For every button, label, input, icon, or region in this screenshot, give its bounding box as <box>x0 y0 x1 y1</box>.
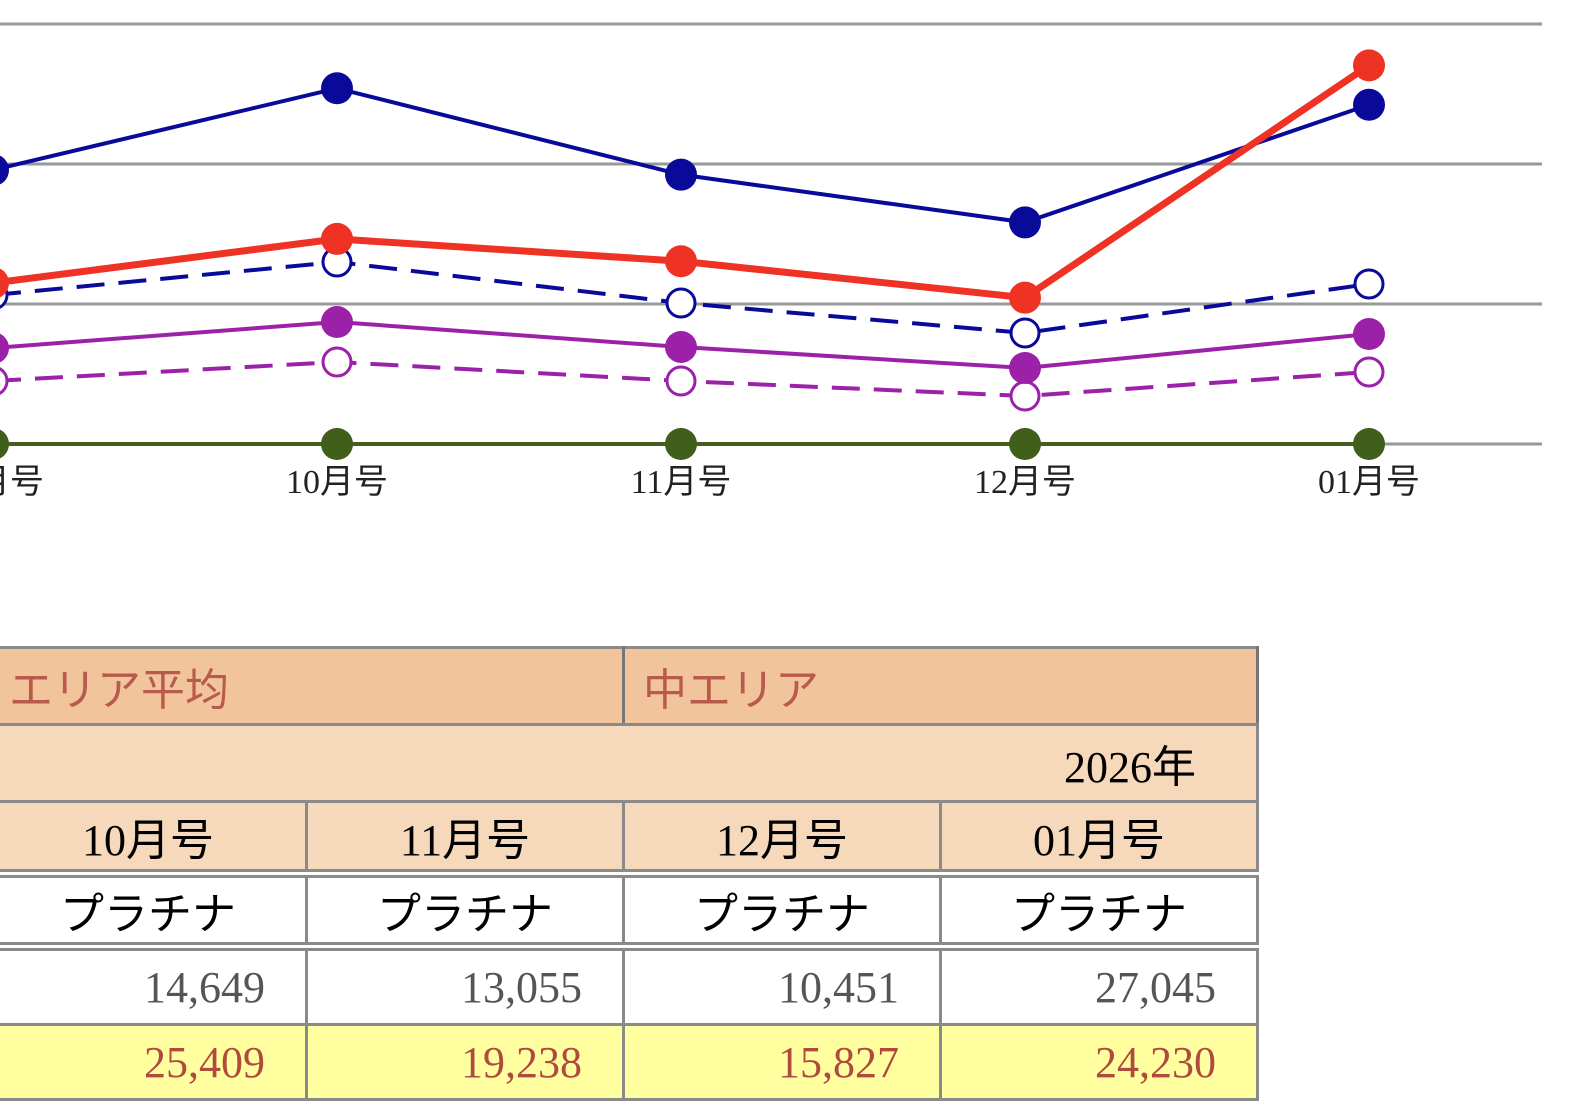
x-tick-label: 11月号 <box>631 464 732 501</box>
table-cell: 27,045 <box>939 945 1259 1026</box>
data-point <box>1009 428 1041 460</box>
data-point <box>1353 318 1385 351</box>
data-point <box>1009 206 1041 239</box>
x-tick-label: 12月号 <box>974 464 1076 501</box>
data-point <box>321 306 353 339</box>
data-point <box>0 367 9 395</box>
table-cell: プラチナ <box>622 869 942 951</box>
data-point <box>321 222 353 255</box>
data-point <box>665 428 697 460</box>
data-point <box>1353 268 1385 300</box>
x-tick-label: 01月号 <box>1318 464 1420 501</box>
table-cell: プラチナ <box>0 869 308 951</box>
table-cell: 10月号 <box>0 800 308 875</box>
table-cell: 15,827 <box>622 1023 942 1101</box>
table-row: 25,409 19,238 15,827 24,230 <box>0 1023 1259 1101</box>
data-point <box>1353 356 1385 388</box>
data-point <box>1353 49 1385 82</box>
data-point <box>665 365 697 397</box>
table-row: 14,649 13,055 10,451 27,045 <box>0 945 1259 1026</box>
table-row: エリア平均 中エリア <box>0 646 1259 726</box>
table-cell: 25,409 <box>0 1023 308 1101</box>
table-cell: 13,055 <box>305 945 625 1026</box>
data-point <box>0 155 9 185</box>
table-cell: 2026年 <box>0 723 1259 803</box>
table-cell: プラチナ <box>305 869 625 951</box>
data-point <box>665 245 697 278</box>
table-cell: 19,238 <box>305 1023 625 1101</box>
data-point <box>1353 428 1385 460</box>
table-cell: 10,451 <box>622 945 942 1026</box>
table-row: 10月号 11月号 12月号 01月号 <box>0 800 1259 875</box>
table-cell: 12月号 <box>622 800 942 875</box>
data-point <box>665 287 697 319</box>
data-point <box>665 330 697 363</box>
data-point <box>0 429 9 459</box>
table-cell: 24,230 <box>939 1023 1259 1101</box>
data-point <box>0 333 9 363</box>
table-row: 2026年 <box>0 723 1259 803</box>
table-cell: 14,649 <box>0 945 308 1026</box>
data-point <box>1009 281 1041 314</box>
table-cell: 01月号 <box>939 800 1259 875</box>
table-cell: 中エリア <box>622 646 1259 726</box>
data-point <box>0 268 9 298</box>
data-point <box>321 346 353 378</box>
data-point <box>665 158 697 191</box>
data-point <box>321 428 353 460</box>
x-tick-label: 10月号 <box>286 464 388 501</box>
data-table: エリア平均 中エリア 2026年 10月号 11月号 12月号 01月号 プラチナ プラチナ プラ… <box>0 646 1259 1101</box>
data-point <box>1353 88 1385 121</box>
table-cell: エリア平均 <box>0 646 625 726</box>
table-row: プラチナ プラチナ プラチナ プラチナ <box>0 869 1259 951</box>
data-point <box>1009 317 1041 349</box>
x-tick-label: 09月号 <box>0 464 44 501</box>
table-cell: 11月号 <box>305 800 625 875</box>
chart: 09月号 10月号 11月号 12月号 01月号 <box>0 22 1542 501</box>
data-point <box>1009 380 1041 412</box>
data-point <box>1009 351 1041 384</box>
data-point <box>321 72 353 105</box>
table-cell: プラチナ <box>939 869 1259 951</box>
